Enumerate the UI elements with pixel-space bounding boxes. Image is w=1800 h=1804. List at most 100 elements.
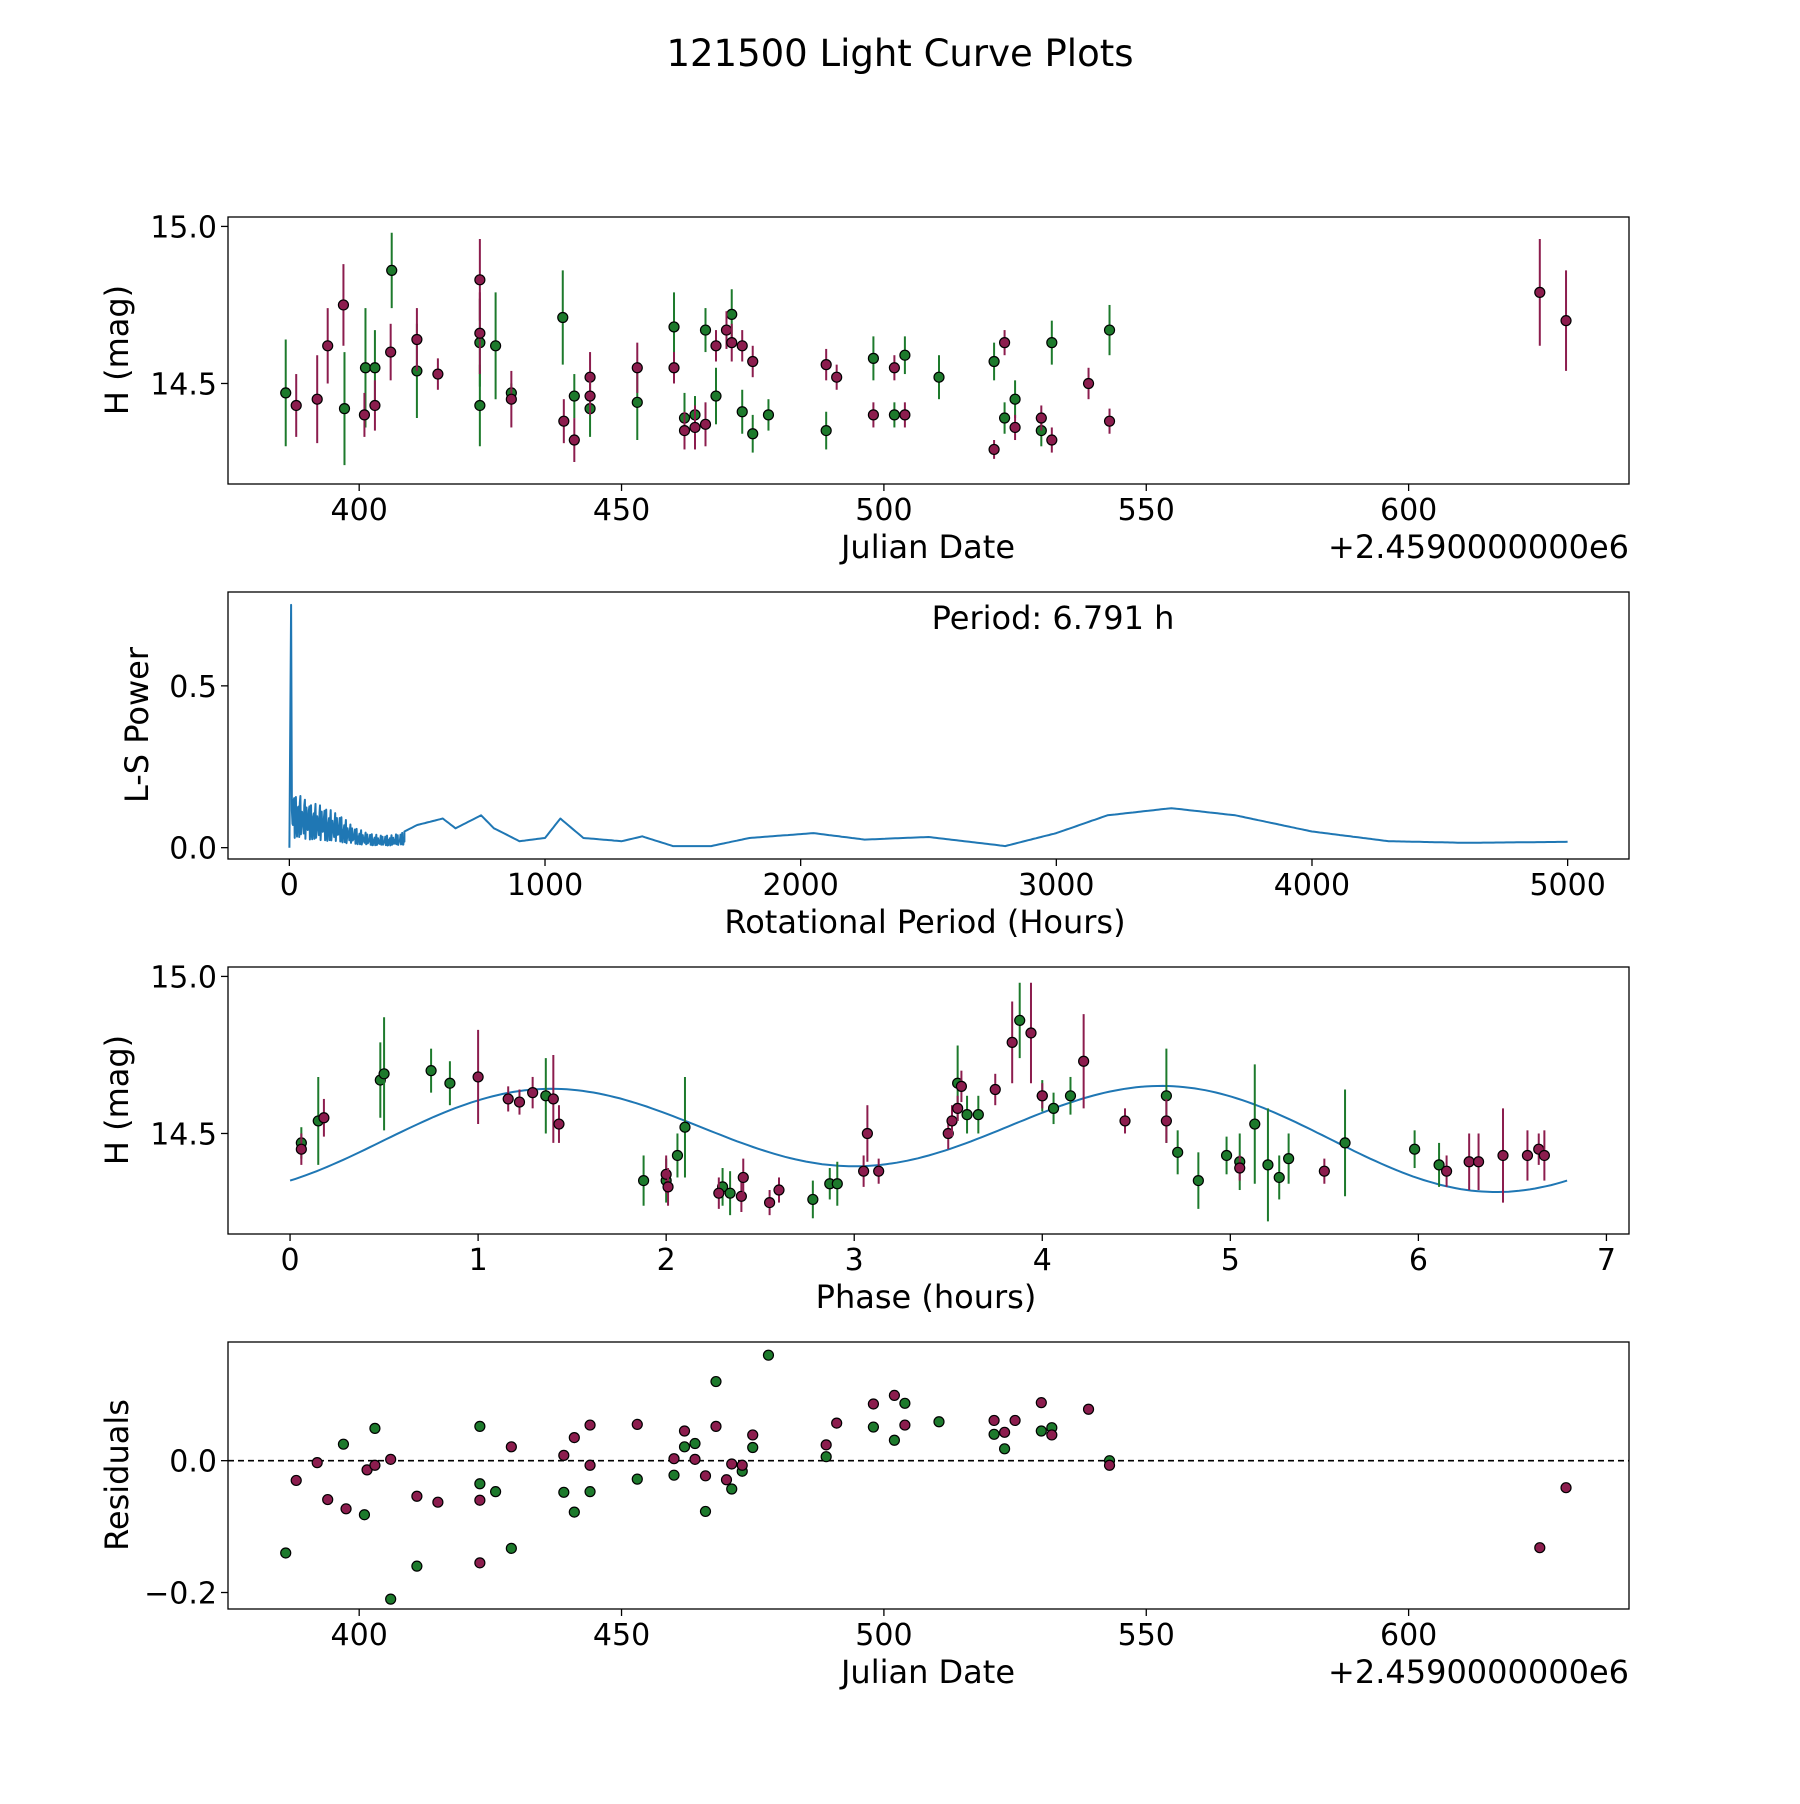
phasefold-green-point	[1409, 1143, 1421, 1155]
residuals-ytick-label: −0.2	[144, 1577, 217, 1612]
phasefold-maroon-point	[737, 1171, 749, 1184]
phasefold-green-point	[1433, 1159, 1445, 1171]
lightcurve-maroon-point	[358, 409, 371, 421]
lightcurve-green-point	[710, 390, 722, 402]
phasefold-green-point	[1192, 1174, 1204, 1187]
residuals-maroon-point	[888, 1389, 900, 1402]
phasefold-fit-curve	[289, 1084, 1568, 1193]
phasefold-maroon-point	[773, 1184, 785, 1196]
residuals-maroon-point	[631, 1418, 643, 1431]
lightcurve-maroon-point	[385, 346, 397, 358]
lightcurve-green-point	[386, 264, 398, 276]
residuals-maroon-point	[432, 1496, 444, 1508]
lightcurve-maroon-point	[720, 324, 733, 336]
phasefold-maroon-point	[527, 1087, 539, 1099]
residuals-green-point	[280, 1547, 292, 1559]
residuals-maroon-point	[899, 1419, 911, 1431]
residuals-axes-frame	[227, 1341, 1630, 1610]
residuals-marks	[228, 1349, 1629, 1605]
phasefold-maroon-point	[713, 1187, 725, 1199]
phasefold-maroon-point	[946, 1115, 958, 1127]
residuals-maroon-point	[474, 1494, 486, 1506]
lightcurve-green-point	[726, 308, 738, 320]
residuals-maroon-point	[584, 1419, 596, 1431]
lightcurve-maroon-point	[747, 355, 759, 368]
phasefold-green-point	[1249, 1118, 1261, 1130]
periodogram-xlabel: Rotational Period (Hours)	[724, 903, 1125, 941]
phasefold-maroon-point	[1234, 1162, 1246, 1174]
residuals-green-point	[678, 1441, 691, 1453]
phasefold-maroon-point	[873, 1165, 885, 1177]
residuals-maroon-point	[710, 1420, 722, 1432]
lightcurve-maroon-point	[699, 418, 712, 430]
lightcurve-maroon-point	[736, 340, 748, 352]
phasefold-maroon-point	[1538, 1149, 1550, 1162]
residuals-maroon-point	[867, 1398, 880, 1410]
phasefold-green-point	[807, 1193, 819, 1206]
residuals-maroon-point	[369, 1459, 381, 1471]
phasefold-xtick-label: 5	[1221, 1243, 1240, 1278]
phasefold-maroon-point	[1463, 1156, 1475, 1168]
residuals-panel: 400 450 500 550 600 −0.2 0.0 Julian Date +2.45…	[98, 1341, 1630, 1691]
lightcurve-maroon-point	[322, 340, 334, 352]
phasefold-xtick-label: 7	[1597, 1243, 1616, 1278]
periodogram-xtick-label: 1000	[507, 868, 583, 903]
residuals-green-point	[385, 1593, 397, 1605]
residuals-maroon-point	[747, 1429, 759, 1441]
residuals-maroon-point	[311, 1457, 323, 1469]
phasefold-maroon-point	[660, 1168, 672, 1180]
lightcurve-green-point	[899, 349, 911, 361]
figure-title: 121500 Light Curve Plots	[666, 32, 1133, 75]
periodogram-xtick-label: 2000	[762, 868, 838, 903]
phasefold-green-point	[679, 1121, 691, 1133]
residuals-green-point	[747, 1441, 759, 1454]
lightcurve-maroon-point	[474, 327, 486, 339]
lightcurve-maroon-point	[411, 333, 423, 346]
lightcurve-green-point	[280, 387, 292, 399]
phasefold-maroon-point	[1036, 1090, 1048, 1102]
phasefold-maroon-point	[861, 1127, 873, 1140]
phasefold-green-point	[637, 1174, 650, 1187]
phasefold-green-point	[1339, 1137, 1351, 1149]
residuals-maroon-point	[584, 1459, 596, 1471]
residuals-maroon-point	[322, 1493, 334, 1506]
lightcurve-green-point	[474, 399, 486, 412]
periodogram-ticks: 0 1000 2000 3000 4000 5000 0.0 0.5	[169, 670, 1606, 903]
residuals-green-point	[369, 1422, 381, 1434]
lightcurve-maroon-point	[311, 393, 323, 405]
lightcurve-maroon-point	[558, 415, 570, 427]
lightcurve-maroon-point	[337, 299, 350, 311]
residuals-maroon-point	[1046, 1429, 1058, 1441]
lightcurve-green-point	[1009, 393, 1021, 405]
lightcurve-green-point	[1103, 324, 1116, 336]
lightcurve-green-point	[699, 324, 712, 336]
periodogram-marks	[288, 603, 1568, 848]
phasefold-green-point	[1064, 1090, 1077, 1102]
periodogram-xtick-label: 3000	[1018, 868, 1094, 903]
lightcurve-green-point	[998, 412, 1011, 424]
lightcurve-green-point	[668, 321, 680, 333]
residuals-maroon-point	[385, 1453, 397, 1465]
periodogram-ytick-label: 0.0	[169, 832, 217, 867]
residuals-green-point	[474, 1478, 486, 1490]
phasefold-ytick-label: 14.5	[150, 1117, 217, 1152]
phasefold-maroon-point	[513, 1096, 526, 1108]
residuals-maroon-point	[1534, 1542, 1546, 1554]
lightcurve-xtick-label: 550	[1118, 493, 1175, 528]
phasefold-maroon-point	[472, 1071, 484, 1083]
lightcurve-maroon-point	[432, 368, 444, 380]
phasefold-marks	[289, 982, 1568, 1222]
residuals-maroon-point	[831, 1417, 843, 1429]
residuals-xlabel: Julian Date	[839, 1653, 1015, 1691]
lightcurve-green-point	[762, 409, 775, 421]
lightcurve-green-point	[1046, 337, 1058, 349]
lightcurve-maroon-point	[668, 362, 680, 374]
lightcurve-green-point	[369, 362, 381, 374]
residuals-green-point	[631, 1473, 643, 1485]
lightcurve-xtick-label: 500	[855, 493, 912, 528]
residuals-xtick-label: 500	[855, 1618, 912, 1653]
residuals-green-point	[337, 1438, 350, 1450]
residuals-green-point	[726, 1483, 738, 1495]
lightcurve-maroon-point	[1046, 434, 1058, 446]
